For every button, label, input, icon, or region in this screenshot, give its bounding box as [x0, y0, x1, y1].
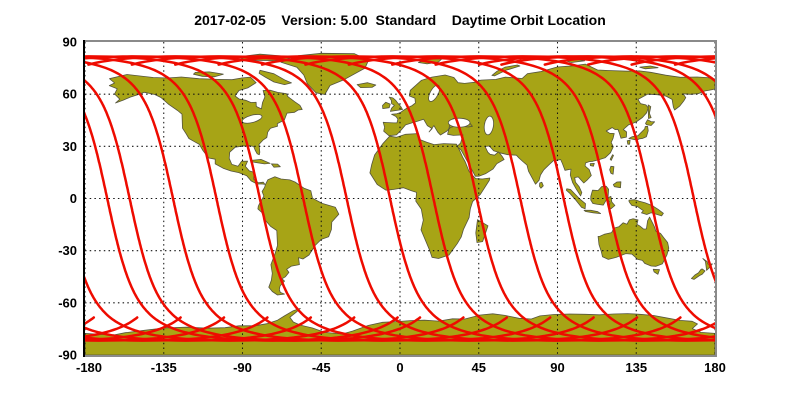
y-tick-label: 60	[63, 87, 77, 102]
land-polygon	[639, 65, 659, 70]
orbit-track-layer	[0, 55, 800, 342]
x-tick-label: 45	[472, 360, 486, 375]
orbit-ground-track	[84, 316, 96, 326]
land-polygon	[382, 63, 716, 197]
land-polygon	[193, 71, 224, 78]
land-polygon	[108, 74, 303, 185]
land-polygon	[612, 181, 622, 189]
land-polygon	[565, 188, 586, 210]
orbit-ground-track	[84, 55, 595, 342]
land-polygon	[356, 82, 377, 88]
orbit-ground-track	[477, 55, 716, 122]
figure-title: 2017-02-05 Version: 5.00 Standard Daytim…	[194, 12, 606, 28]
orbit-ground-track	[87, 55, 639, 342]
x-tick-label: 135	[625, 360, 647, 375]
land-polygon	[691, 268, 706, 280]
land-polygon	[647, 104, 652, 119]
land-polygon	[589, 163, 595, 167]
y-tick-label: 30	[63, 139, 77, 154]
orbit-ground-track	[762, 56, 800, 340]
land-polygon	[271, 163, 281, 168]
land-polygon	[652, 268, 660, 275]
land-polygon	[609, 165, 615, 175]
land-polygon	[258, 69, 292, 85]
plot-frame	[83, 40, 717, 357]
x-tick-label: -90	[233, 360, 252, 375]
orbit-ground-track	[304, 55, 716, 342]
orbit-ground-track	[173, 55, 716, 342]
land-polygon	[388, 96, 403, 112]
orbit-ground-track	[84, 60, 465, 342]
land-polygon	[628, 125, 649, 141]
great-lakes	[241, 114, 263, 124]
orbit-ground-track	[217, 55, 716, 342]
orbit-ground-track	[84, 272, 356, 342]
x-tick-label: -180	[76, 360, 102, 375]
orbit-ground-track	[130, 55, 682, 342]
orbit-ground-track	[84, 78, 422, 342]
orbit-ground-track	[84, 109, 399, 342]
orbit-ground-track	[84, 56, 509, 342]
orbit-ground-track	[718, 56, 800, 340]
y-tick-label: 0	[70, 191, 77, 206]
x-tick-label: -135	[151, 360, 177, 375]
orbit-ground-track	[347, 55, 716, 339]
y-tick-label: -60	[58, 295, 77, 310]
orbit-ground-track	[0, 56, 7, 340]
x-tick-label: -45	[312, 360, 331, 375]
y-tick-label: -90	[58, 348, 77, 363]
land-polygon	[645, 119, 655, 126]
land-polygon	[583, 209, 601, 214]
x-tick-label: 180	[704, 360, 726, 375]
land-polygon	[597, 216, 670, 267]
orbit-ground-track	[390, 55, 716, 330]
land-polygon	[626, 139, 631, 145]
y-tick-label: -30	[58, 243, 77, 258]
orbit-ground-track	[260, 55, 716, 342]
land-polygon	[539, 181, 544, 189]
land-polygon	[609, 154, 614, 161]
orbit-ground-track	[84, 55, 552, 342]
caspian-sea	[483, 115, 494, 136]
x-tick-label: 90	[550, 360, 564, 375]
land-polygon	[382, 101, 391, 109]
y-tick-label: 90	[63, 35, 77, 50]
x-tick-label: 0	[396, 360, 403, 375]
orbit-ground-track	[0, 56, 50, 340]
orbit-ground-track	[434, 55, 716, 286]
land-polygon	[257, 176, 340, 296]
